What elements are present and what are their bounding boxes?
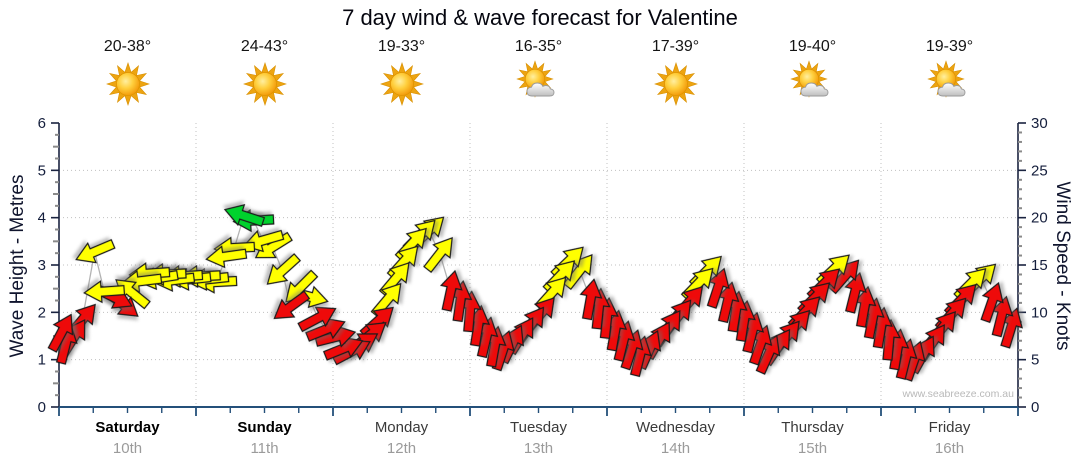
wind-arrow [273,290,311,320]
day-date: 13th [523,440,554,457]
left-axis-ticks: 0 1 2 3 4 5 6 [38,115,59,416]
day-date: 11th [250,440,279,457]
sunny-icon [196,60,333,113]
wind-arrow [706,267,730,309]
wind-arrow [223,204,266,227]
svg-text:5: 5 [1031,352,1039,369]
svg-text:0: 0 [1031,399,1039,416]
page-title: 7 day wind & wave forecast for Valentine [342,5,738,30]
wind-arrow [83,280,126,304]
gridlines [59,123,1018,407]
wind-arrow [75,239,116,264]
sunny-icon [59,60,196,113]
svg-text:25: 25 [1031,162,1048,179]
watermark-text: www.seabreeze.com.au [902,388,1014,400]
wind-arrow [990,295,1014,338]
svg-text:6: 6 [38,115,46,132]
wind-arrows [47,204,1023,382]
svg-text:4: 4 [38,210,46,227]
partly-cloudy-icon [470,60,607,113]
svg-text:10: 10 [1031,304,1048,321]
day-temperature-range: 19-40° [788,38,837,55]
right-axis-title: Wind Speed - Knots [1052,181,1073,351]
partly-cloudy-icon [881,60,1018,113]
wind-arrow [266,253,302,285]
day-date: 12th [386,440,417,457]
right-axis-ticks: 0 5 10 15 20 25 30 [1018,115,1048,416]
day-name: Sunday [237,419,292,436]
wind-arrow [853,285,877,328]
wind-arrow [980,281,1004,324]
day-name: Tuesday [510,419,567,436]
axes [58,123,1019,408]
svg-text:5: 5 [38,162,46,179]
day-temperature-range: 16-35° [514,38,563,55]
svg-text:15: 15 [1031,257,1048,274]
day-temperature-range: 17-39° [651,38,700,55]
day-name: Saturday [95,419,160,436]
day-temperature-range: 24-43° [240,38,289,55]
svg-text:30: 30 [1031,115,1048,132]
wind-arrow [423,236,453,274]
day-name: Thursday [781,419,844,436]
left-axis-title: Wave Height - Metres [7,174,28,358]
svg-text:20: 20 [1031,210,1048,227]
wind-arrow [755,334,781,375]
wind-arrow [844,271,867,314]
day-header-monday: 19-33° [333,38,470,113]
svg-text:1: 1 [38,352,46,369]
wind-arrow [297,306,337,333]
x-axis-ticks [58,407,1019,416]
day-name: Wednesday [636,419,715,436]
svg-text:2: 2 [38,304,46,321]
day-name: Friday [928,419,971,436]
day-date: 16th [934,440,965,457]
day-header-saturday: 20-38° [59,38,196,113]
day-date: 10th [112,440,143,457]
day-date: 15th [797,440,828,457]
day-temperature-range: 20-38° [103,38,152,55]
day-temperature-range: 19-33° [377,38,426,55]
partly-cloudy-icon [744,60,881,113]
day-header-thursday: 19-40° [744,38,881,113]
wind-arrow [439,269,463,312]
day-header-sunday: 24-43° [196,38,333,113]
wind-arrow [47,313,74,353]
sunny-icon [333,60,470,113]
wind-arrow [716,281,740,324]
day-header-tuesday: 16-35° [470,38,607,113]
day-header-friday: 19-39° [881,38,1018,113]
day-name: Monday [374,419,429,436]
day-header-wednesday: 17-39° [607,38,744,113]
svg-text:3: 3 [38,257,46,274]
day-temperature-range: 19-39° [925,38,974,55]
sunny-icon [607,60,744,113]
svg-text:0: 0 [38,399,46,416]
wind-arrow [579,278,603,321]
day-date: 14th [660,440,691,457]
wind-arrow [205,245,248,269]
